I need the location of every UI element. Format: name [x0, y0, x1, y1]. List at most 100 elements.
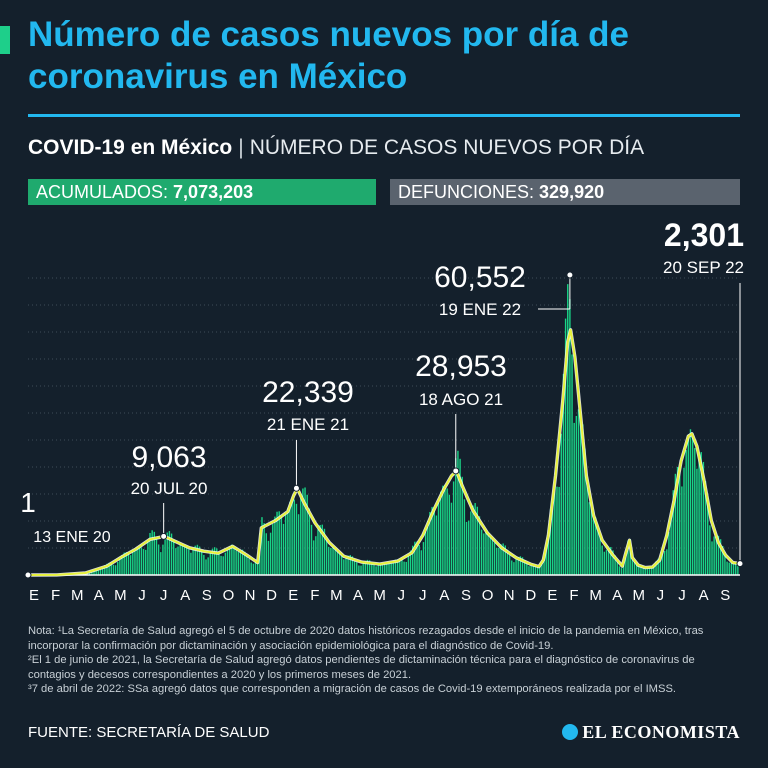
daily-bar [117, 561, 119, 575]
month-tick-label: M [589, 587, 602, 604]
daily-bar [353, 558, 356, 575]
daily-bar [394, 559, 397, 575]
daily-bar [125, 552, 128, 575]
daily-bar [663, 550, 666, 575]
daily-bar [194, 545, 196, 575]
daily-bar [674, 473, 677, 575]
daily-bar [211, 548, 214, 575]
daily-bar [384, 562, 386, 575]
daily-bar [612, 550, 614, 575]
daily-bar [388, 563, 390, 575]
annotation-value: 2,301 [664, 217, 744, 253]
daily-bar [207, 557, 209, 575]
month-tick-label: F [569, 587, 578, 604]
daily-bar [254, 561, 257, 575]
daily-bar [274, 516, 276, 575]
daily-bar [691, 432, 694, 575]
daily-bar [185, 546, 188, 575]
daily-bar [672, 490, 674, 575]
daily-bar [539, 565, 541, 575]
annotation-date: 20 JUL 20 [131, 479, 208, 498]
annotation-value: 9,063 [131, 441, 206, 474]
daily-bar [644, 567, 646, 575]
daily-bar [618, 566, 621, 575]
brand-circle-icon [562, 724, 579, 740]
daily-bar [91, 570, 93, 575]
daily-bar [543, 559, 545, 575]
daily-bar [222, 556, 224, 575]
annotation-date: 18 AGO 21 [419, 390, 503, 409]
daily-bar [101, 567, 104, 575]
daily-bar [123, 552, 125, 575]
month-tick-label: E [29, 587, 39, 604]
annotation-value: 28,953 [415, 350, 507, 383]
daily-bar [547, 529, 550, 575]
daily-bar [164, 537, 166, 575]
daily-bar [409, 550, 412, 575]
brand-name: EL ECONOMISTA [582, 722, 740, 742]
daily-bar [623, 562, 625, 575]
annotation-date: 13 ENE 20 [33, 529, 110, 546]
daily-bar [648, 568, 651, 575]
daily-bar [136, 547, 138, 575]
daily-bar [616, 561, 618, 575]
daily-bar [246, 554, 248, 575]
daily-bar [325, 536, 328, 575]
daily-bar [295, 503, 298, 575]
daily-bar [642, 566, 644, 575]
daily-bar [147, 540, 149, 575]
daily-bar [569, 299, 571, 575]
daily-bar [106, 563, 108, 575]
daily-bar [160, 552, 162, 575]
month-tick-label: J [657, 587, 665, 604]
annotation-dot [160, 532, 168, 540]
daily-bar [399, 559, 401, 575]
daily-bar [218, 551, 220, 575]
daily-bar [549, 509, 552, 575]
daily-bar [500, 544, 502, 575]
daily-bar [265, 533, 267, 575]
daily-bar [269, 532, 272, 575]
daily-bar [599, 535, 601, 575]
daily-bar [528, 566, 530, 575]
daily-bar [401, 560, 403, 575]
chart-subtitle: COVID-19 en México | NÚMERO DE CASOS NUEVO… [28, 136, 644, 160]
daily-bar [685, 449, 687, 575]
daily-bar [362, 562, 364, 575]
daily-bar [459, 458, 461, 575]
daily-bar [545, 544, 547, 575]
month-tick-label: J [160, 587, 168, 604]
daily-bar [485, 532, 487, 575]
daily-bar [702, 461, 705, 575]
month-tick-label: J [397, 587, 405, 604]
daily-bar [687, 434, 690, 575]
month-tick-label: A [180, 587, 190, 604]
daily-bar [250, 562, 252, 575]
daily-bar [562, 373, 565, 575]
annotation-dot [566, 271, 574, 279]
acumulados-label: ACUMULADOS: [36, 182, 169, 202]
daily-bar [134, 548, 136, 575]
daily-bar [323, 528, 326, 575]
daily-bar [625, 551, 627, 575]
daily-bar [375, 566, 377, 575]
subtitle-separator: | [238, 136, 244, 159]
daily-bar [631, 555, 634, 575]
daily-bar [112, 564, 115, 575]
daily-bar [366, 559, 369, 575]
daily-bar [558, 486, 560, 575]
daily-bar [590, 506, 593, 575]
daily-bar [517, 557, 519, 575]
daily-bar [358, 565, 360, 575]
daily-bar [330, 547, 332, 575]
daily-bar [726, 561, 728, 575]
daily-bar [200, 550, 203, 575]
daily-bar [168, 531, 171, 575]
month-tick-label: S [720, 587, 730, 604]
daily-bar [659, 555, 662, 575]
daily-bar [203, 554, 205, 575]
daily-bar [181, 544, 184, 575]
daily-bar [390, 563, 392, 575]
defunciones-badge: DEFUNCIONES: 329,920 [390, 179, 740, 205]
